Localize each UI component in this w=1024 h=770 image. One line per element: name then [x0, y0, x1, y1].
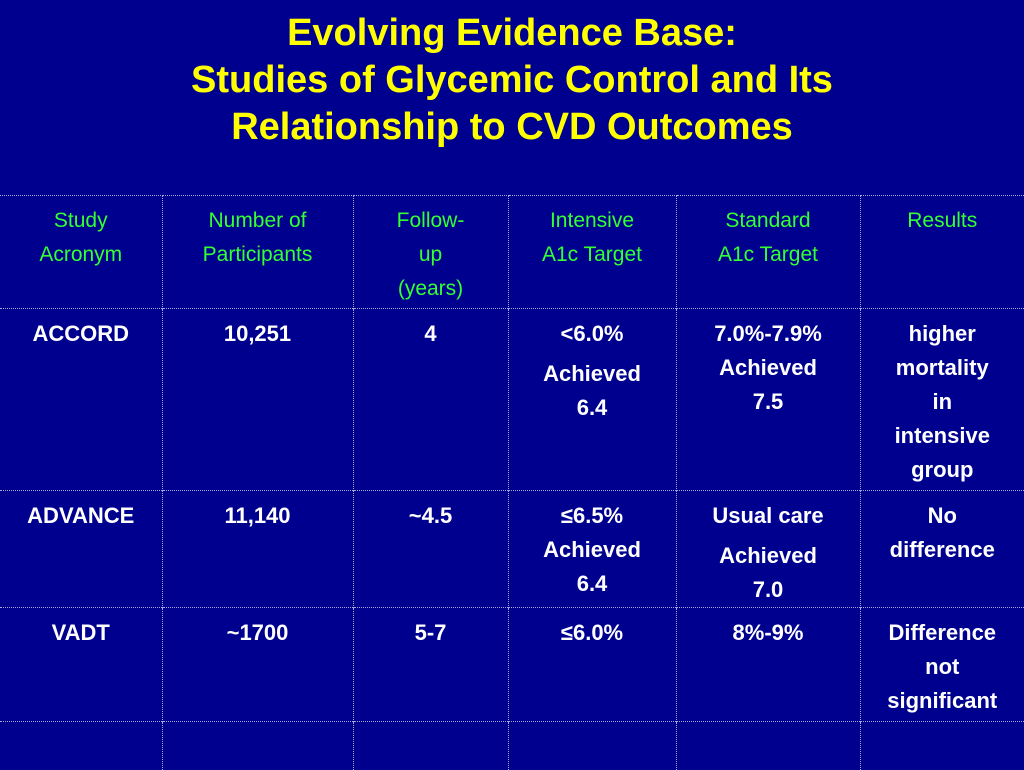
header-follow-up-line: up: [418, 243, 443, 266]
empty-cell: [0, 721, 162, 770]
empty-cell: [507, 721, 676, 770]
header-follow-up-line: (years): [397, 277, 464, 300]
cell-intensive: <6.0% Achieved 6.4: [507, 308, 676, 491]
cell-line: 6.4: [576, 395, 608, 420]
cell-participants: 10,251: [161, 308, 353, 491]
cell-study: ADVANCE: [0, 490, 162, 608]
header-study-acronym: Study Acronym: [0, 195, 162, 309]
cell-line: group: [911, 457, 974, 482]
cell-line: ≤6.0%: [560, 620, 624, 645]
header-intensive-line: Intensive: [549, 209, 635, 232]
cell-results: Difference not significant: [859, 607, 1024, 722]
title-line-3: Relationship to CVD Outcomes: [231, 106, 793, 148]
cell-line: ≤6.5%: [560, 503, 624, 528]
cell-intensive: ≤6.0%: [507, 607, 676, 722]
cell-line: difference: [889, 537, 995, 562]
cell-study: VADT: [0, 607, 162, 722]
empty-cell: [161, 721, 353, 770]
cell-line: mortality: [895, 355, 989, 380]
cell-line: significant: [887, 688, 998, 713]
header-intensive-a1c-target: Intensive A1c Target: [507, 195, 676, 309]
table-row-advance: ADVANCE 11,140 ~4.5 ≤6.5% Achieved 6.4 U…: [0, 490, 1024, 608]
header-results: Results: [859, 195, 1024, 309]
cell-line: in: [932, 389, 953, 414]
cell-standard: 8%-9%: [675, 607, 860, 722]
header-results-line: Results: [907, 209, 978, 232]
empty-cell: [859, 721, 1024, 770]
cell-followup: 5-7: [352, 607, 508, 722]
header-follow-up-line: Follow-: [396, 209, 465, 232]
header-participants-line: Participants: [202, 243, 313, 266]
cell-participants: ~1700: [161, 607, 353, 722]
cell-line: 8%-9%: [732, 620, 804, 645]
header-follow-up-years: Follow- up (years): [352, 195, 508, 309]
cell-line: higher: [908, 321, 976, 346]
cell-participants: 11,140: [161, 490, 353, 608]
cell-line: 7.0%-7.9%: [714, 321, 822, 346]
empty-cell: [675, 721, 860, 770]
cell-line: Achieved: [543, 537, 641, 562]
cell-standard: 7.0%-7.9% Achieved 7.5: [675, 308, 860, 491]
table-row-empty: [0, 721, 1024, 770]
cell-line: 7.0: [752, 577, 784, 602]
header-number-of-participants: Number of Participants: [161, 195, 353, 309]
header-standard-a1c-target: Standard A1c Target: [675, 195, 860, 309]
cell-line: Difference: [888, 620, 997, 645]
table-row-accord: ACCORD 10,251 4 <6.0% Achieved 6.4 7.0%-…: [0, 308, 1024, 491]
cell-followup: ~4.5: [352, 490, 508, 608]
slide-title: Evolving Evidence Base: Studies of Glyce…: [0, 10, 1024, 151]
cell-followup: 4: [352, 308, 508, 491]
cell-line: 7.5: [752, 389, 784, 414]
header-standard-line: A1c Target: [717, 243, 818, 266]
table-header-row: Study Acronym Number of Participants Fol…: [0, 195, 1024, 309]
cell-line: Achieved: [719, 543, 817, 568]
cell-results: higher mortality in intensive group: [859, 308, 1024, 491]
cell-line: Achieved: [719, 355, 817, 380]
header-intensive-line: A1c Target: [541, 243, 642, 266]
cell-standard: Usual care Achieved 7.0: [675, 490, 860, 608]
cell-line: No: [927, 503, 957, 528]
title-line-1: Evolving Evidence Base:: [287, 12, 737, 54]
header-participants-line: Number of: [208, 209, 307, 232]
title-line-2: Studies of Glycemic Control and Its: [191, 59, 833, 101]
table-row-vadt: VADT ~1700 5-7 ≤6.0% 8%-9% Difference no…: [0, 607, 1024, 722]
header-study-acronym-line: Acronym: [39, 243, 123, 266]
header-standard-line: Standard: [725, 209, 811, 232]
cell-line: not: [925, 654, 960, 679]
cell-study: ACCORD: [0, 308, 162, 491]
cell-line: intensive: [894, 423, 990, 448]
cell-line: <6.0%: [560, 321, 624, 346]
header-study-acronym-line: Study: [53, 209, 108, 232]
cell-results: No difference: [859, 490, 1024, 608]
cell-line: 6.4: [576, 571, 608, 596]
cell-line: Usual care: [712, 503, 824, 528]
cell-intensive: ≤6.5% Achieved 6.4: [507, 490, 676, 608]
studies-table: Study Acronym Number of Participants Fol…: [0, 195, 1024, 770]
empty-cell: [352, 721, 508, 770]
cell-line: Achieved: [543, 361, 641, 386]
